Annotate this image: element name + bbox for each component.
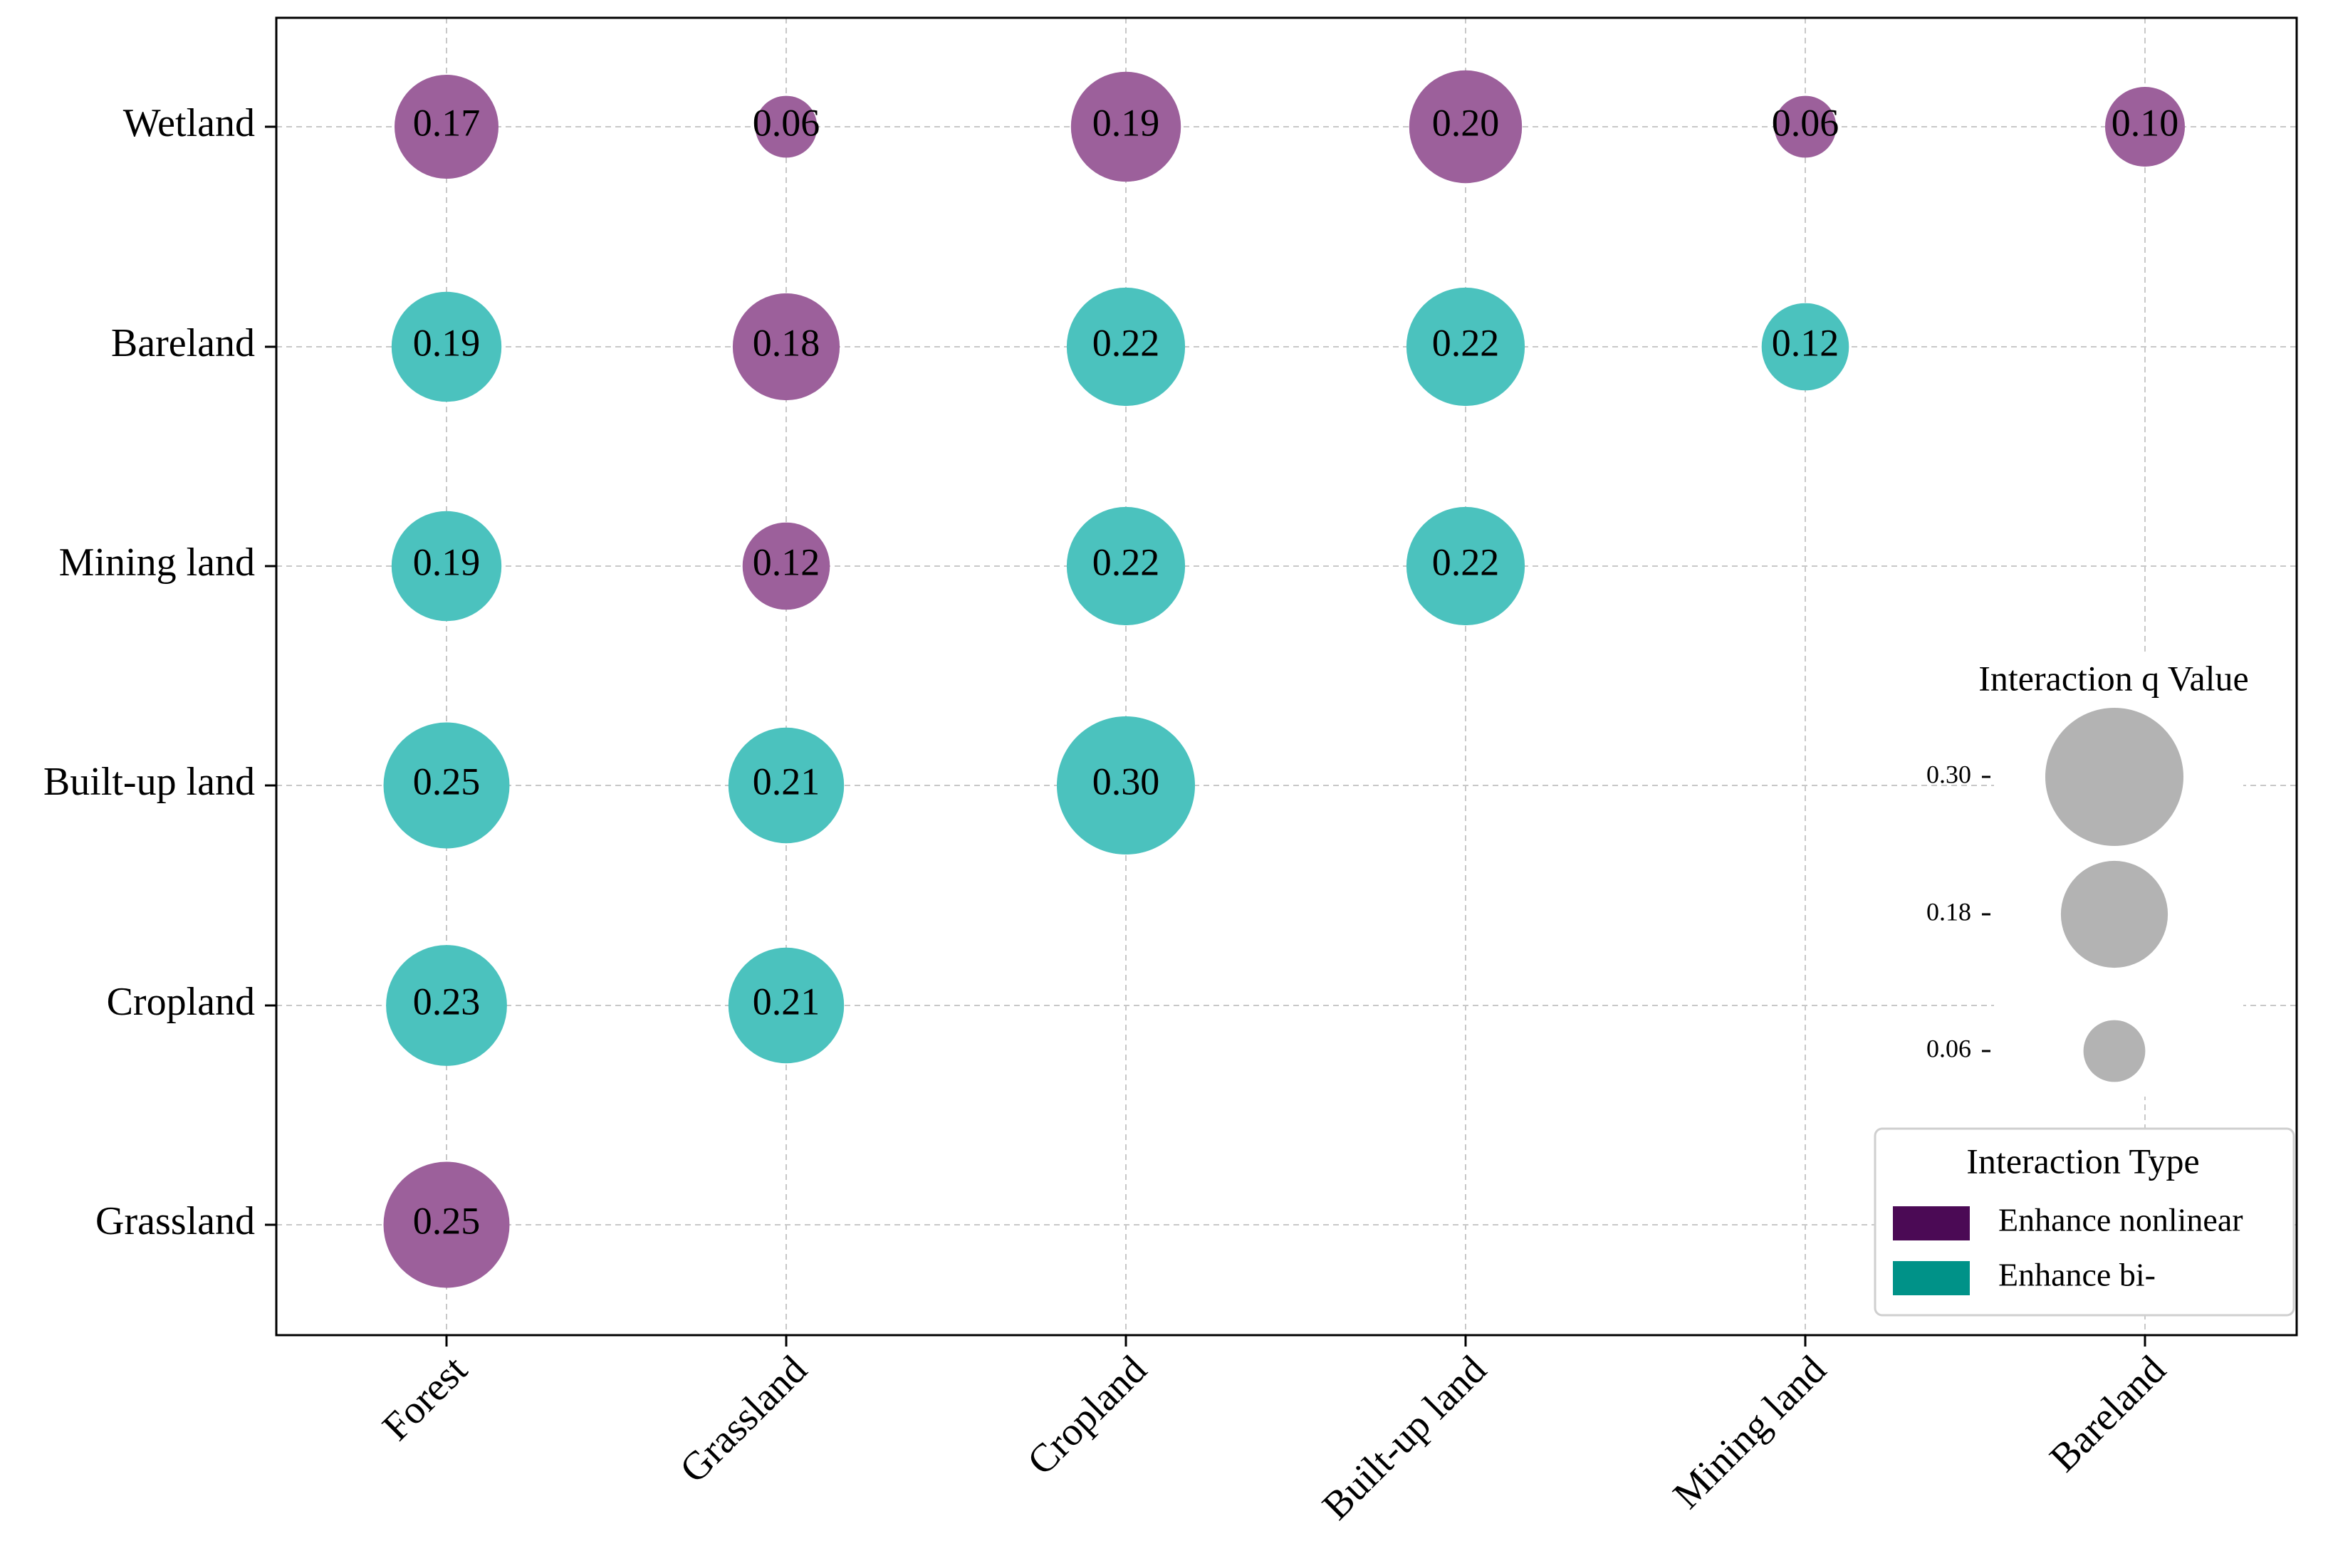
type-legend-label-enhance-bi: Enhance bi- (1998, 1257, 2156, 1293)
bubble-bareland-forest (391, 291, 502, 402)
bubble-label-grassland-forest: 0.25 (413, 1199, 481, 1242)
x-tick-label-cropland: Cropland (1019, 1347, 1155, 1483)
bubble-layer: 0.17 0.06 0.19 0.20 0.06 0.10 0.19 0.18 0.22 0.22… (383, 70, 2185, 1288)
x-tick-label-bareland: Bareland (2041, 1347, 2174, 1480)
bubble-label-mining-land-forest: 0.19 (413, 540, 481, 583)
bubble-label-wetland-built-up-land: 0.20 (1432, 101, 1500, 144)
x-tick-label-mining-land: Mining land (1665, 1347, 1835, 1517)
bubble-label-mining-land-grassland: 0.12 (753, 540, 820, 583)
bubble-bareland-grassland (732, 293, 840, 401)
bubble-label-wetland-cropland: 0.19 (1092, 101, 1160, 144)
bubble-label-wetland-grassland: 0.06 (753, 101, 820, 144)
size-legend: Interaction q Value 0.30 0.18 0.06 (1926, 655, 2249, 1097)
bubble-label-bareland-built-up-land: 0.22 (1432, 321, 1500, 364)
bubble-built-up-land-cropland (1057, 716, 1195, 854)
bubble-mining-land-forest (391, 511, 502, 622)
bubble-mining-land-built-up-land (1406, 506, 1525, 626)
size-legend-title: Interaction q Value (1978, 658, 2249, 698)
bubble-wetland-cropland (1070, 71, 1181, 182)
bubble-cropland-forest (386, 945, 507, 1066)
y-tick-label-cropland: Cropland (107, 980, 255, 1024)
bubble-wetland-forest (395, 75, 499, 179)
bubble-mining-land-cropland (1066, 506, 1186, 626)
bubble-grassland-forest (383, 1161, 510, 1288)
bubble-wetland-built-up-land (1409, 70, 1523, 184)
bubble-label-bareland-forest: 0.19 (413, 321, 481, 364)
y-tick-label-wetland: Wetland (123, 101, 255, 145)
x-tick-label-grassland: Grassland (672, 1347, 815, 1491)
type-legend-swatch-enhance-bi (1893, 1261, 1970, 1295)
bubble-mining-land-grassland (742, 522, 830, 610)
bubble-label-built-up-land-cropland: 0.30 (1092, 760, 1160, 803)
bubble-wetland-mining-land (1774, 95, 1837, 158)
bubble-bareland-built-up-land (1406, 287, 1525, 407)
bubble-label-wetland-bareland: 0.10 (2112, 101, 2179, 144)
bubble-bareland-cropland (1066, 287, 1186, 407)
bubble-label-mining-land-built-up-land: 0.22 (1432, 540, 1500, 583)
y-tick-label-built-up-land: Built-up land (43, 760, 255, 804)
x-tick-label-forest: Forest (374, 1347, 476, 1449)
size-key-bubble-0-30 (2045, 708, 2183, 846)
bubble-bareland-mining-land (1761, 303, 1849, 391)
size-key-bubble-0-18 (2060, 860, 2168, 968)
size-key-label-0-30: 0.30 (1926, 760, 1971, 788)
size-key-bubble-0-06 (2083, 1020, 2146, 1082)
bubble-label-wetland-mining-land: 0.06 (1772, 101, 1839, 144)
y-tick-label-bareland: Bareland (111, 321, 255, 365)
bubble-built-up-land-grassland (728, 727, 845, 844)
bubble-label-bareland-grassland: 0.18 (753, 321, 820, 364)
bubble-wetland-grassland (755, 95, 818, 158)
bubble-label-cropland-forest: 0.23 (413, 980, 481, 1023)
bubble-built-up-land-forest (383, 722, 510, 849)
bubble-label-built-up-land-grassland: 0.21 (753, 760, 820, 803)
y-tick-label-mining-land: Mining land (59, 540, 255, 585)
x-tick-label-built-up-land: Built-up land (1314, 1347, 1495, 1528)
bubble-label-bareland-cropland: 0.22 (1092, 321, 1160, 364)
bubble-label-wetland-forest: 0.17 (413, 101, 481, 144)
bubble-label-bareland-mining-land: 0.12 (1772, 321, 1839, 364)
bubble-label-mining-land-cropland: 0.22 (1092, 540, 1160, 583)
bubble-label-cropland-grassland: 0.21 (753, 980, 820, 1023)
y-tick-label-grassland: Grassland (95, 1199, 255, 1243)
type-legend-title: Interaction Type (1966, 1141, 2199, 1181)
type-legend-swatch-enhance-nonlinear (1893, 1206, 1970, 1240)
size-key-label-0-18: 0.18 (1926, 897, 1971, 926)
type-legend-label-enhance-nonlinear: Enhance nonlinear (1998, 1202, 2243, 1238)
bubble-label-built-up-land-forest: 0.25 (413, 760, 481, 803)
bubble-cropland-grassland (728, 947, 845, 1064)
size-key-label-0-06: 0.06 (1926, 1034, 1971, 1062)
type-legend: Interaction Type Enhance nonlinear Enhance… (1874, 1127, 2295, 1317)
plot-frame (275, 16, 2298, 1337)
type-legend-box (1874, 1127, 2295, 1317)
bubble-wetland-bareland (2105, 87, 2185, 167)
